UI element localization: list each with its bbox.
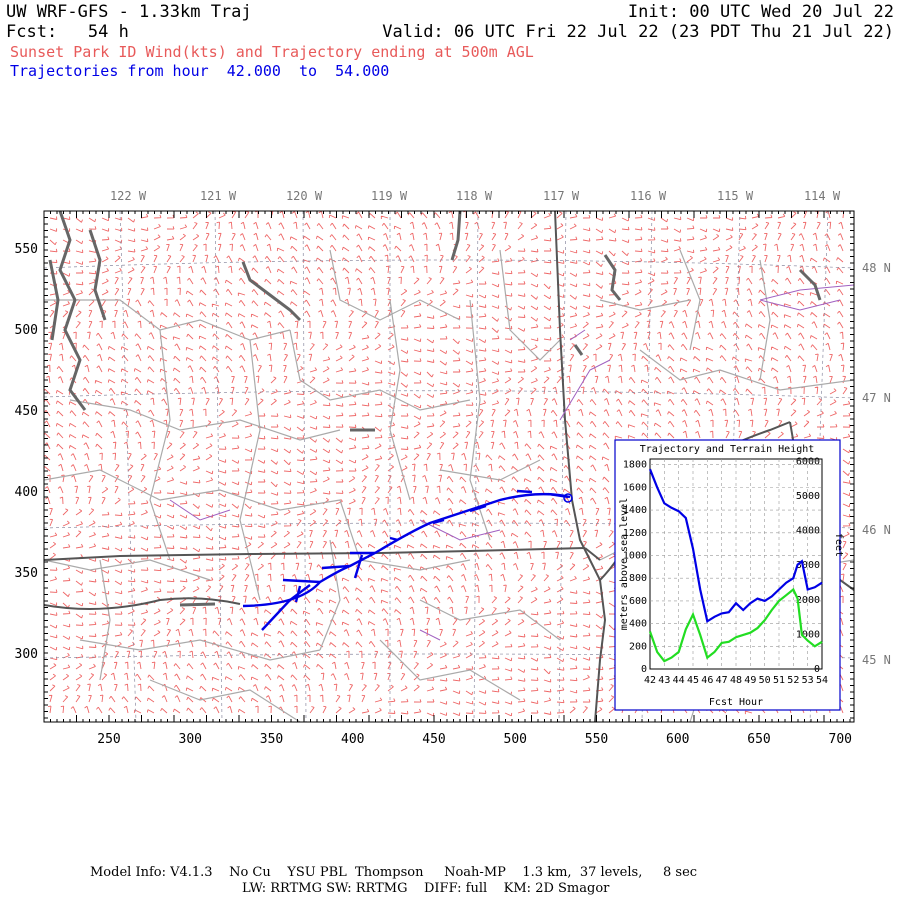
inset-right-tick: 1000	[796, 629, 820, 640]
inset-left-axis: 1800 1600 1400 1200 1000 800 600 400 200 0	[623, 460, 647, 675]
longitude-label: 115 W	[717, 189, 754, 203]
forecast-label: Fcst: 54 h	[6, 22, 129, 42]
inset-x-tick: 54	[816, 675, 828, 686]
inset-title: Trajectory and Terrain Height	[640, 444, 815, 455]
inset-x-tick: 51	[773, 675, 785, 686]
inset-x-tick: 52	[787, 675, 799, 686]
x-tick-label: 550	[585, 732, 608, 747]
traj-prefix: Trajectories from hour	[10, 62, 209, 80]
forecast-label-text: Fcst:	[6, 22, 58, 42]
latitude-label: 48 N	[862, 261, 891, 275]
init-time: Init: 00 UTC Wed 20 Jul 22	[627, 2, 894, 22]
inset-right-axis: 6000 5000 4000 3000 2000 1000 0	[796, 456, 820, 675]
inset-x-tick: 50	[759, 675, 771, 686]
y-tick-label: 400	[15, 485, 38, 500]
inset-left-tick: 400	[629, 619, 647, 630]
inset-left-tick: 1600	[623, 482, 647, 493]
inset-left-tick: 600	[629, 596, 647, 607]
inset-trajectory-line	[648, 468, 823, 624]
map-title: UW WRF-GFS - 1.33km Traj	[6, 2, 252, 22]
coastline-and-lakes	[48, 211, 822, 607]
inset-right-tick: 0	[814, 664, 820, 675]
inset-right-tick: 3000	[796, 560, 820, 571]
inset-x-axis: 42 43 44 45 46 47 48 49 50 51 52 53 54	[644, 675, 828, 686]
longitude-label: 120 W	[286, 189, 323, 203]
latitude-label: 46 N	[862, 523, 891, 537]
inset-x-tick: 48	[730, 675, 742, 686]
inset-ylabel-left: meters above sea level	[619, 498, 630, 630]
inset-x-tick: 47	[716, 675, 728, 686]
inset-grid	[650, 459, 822, 669]
inset-x-tick: 46	[701, 675, 713, 686]
latitude-label: 47 N	[862, 391, 891, 405]
inset-left-tick: 1200	[623, 528, 647, 539]
map-subtitle: Sunset Park ID Wind(kts) and Trajectory …	[10, 43, 534, 61]
y-tick-label: 550	[15, 242, 38, 257]
longitude-labels: 122 W 121 W 120 W 119 W 118 W 117 W 116 W 115 W…	[110, 189, 841, 203]
y-tick-label: 450	[15, 404, 38, 419]
inset-right-tick: 5000	[796, 491, 820, 502]
y-tick-label: 350	[15, 566, 38, 581]
x-tick-label: 300	[179, 732, 202, 747]
inset-right-tick: 2000	[796, 595, 820, 606]
traj-from: 42.000	[226, 62, 281, 80]
inset-left-tick: 1000	[623, 550, 647, 561]
inset-xlabel: Fcst Hour	[709, 697, 763, 708]
frame-ticks	[43, 210, 854, 722]
inset-left-tick: 1800	[623, 460, 647, 471]
longitude-label: 121 W	[200, 189, 237, 203]
inset-x-tick: 49	[744, 675, 756, 686]
model-info: Model Info: V4.1.3 No Cu YSU PBL Thompso…	[90, 865, 698, 880]
y-tick-label: 300	[15, 647, 38, 662]
traj-to: 54.000	[335, 62, 390, 80]
inset-terrain-line	[648, 587, 823, 663]
x-tick-labels: 250 300 350 400 450 500 550 600 650 700	[97, 732, 852, 747]
inset-x-tick: 43	[658, 675, 670, 686]
inset-x-tick: 44	[673, 675, 685, 686]
longitude-label: 118 W	[456, 189, 493, 203]
x-tick-label: 500	[504, 732, 527, 747]
x-tick-label: 600	[666, 732, 689, 747]
inset-left-tick: 800	[629, 573, 647, 584]
inset-left-tick: 200	[629, 641, 647, 652]
graticule	[44, 211, 854, 722]
model-physics: LW: RRTMG SW: RRTMG DIFF: full KM: 2D Sm…	[242, 881, 610, 896]
inset-x-tick: 45	[687, 675, 699, 686]
y-tick-labels: 550 500 450 400 350 300	[15, 242, 38, 662]
x-tick-label: 250	[97, 732, 120, 747]
latitude-labels: 48 N 47 N 46 N 45 N	[862, 261, 891, 667]
map-frame	[43, 210, 855, 723]
latitude-label: 45 N	[862, 653, 891, 667]
inset-right-tick: 4000	[796, 526, 820, 537]
inset-right-tick: 6000	[796, 456, 820, 467]
forecast-hours: 54 h	[87, 22, 129, 42]
longitude-label: 116 W	[630, 189, 667, 203]
x-tick-label: 650	[747, 732, 770, 747]
inset-series	[648, 468, 823, 663]
inset-frame	[614, 439, 841, 711]
x-tick-label: 700	[829, 732, 852, 747]
valid-time: Valid: 06 UTC Fri 22 Jul 22 (23 PDT Thu …	[382, 22, 894, 42]
inset-ylabel-right: feet	[833, 533, 844, 557]
inset-left-tick: 0	[641, 664, 647, 675]
inset-chart: Trajectory and Terrain Height 1800 1600 14…	[614, 439, 844, 711]
x-tick-label: 350	[260, 732, 283, 747]
inset-x-tick: 42	[644, 675, 656, 686]
longitude-label: 119 W	[371, 189, 408, 203]
inset-left-tick: 1400	[623, 505, 647, 516]
traj-to-word: to	[299, 62, 318, 80]
longitude-label: 117 W	[543, 189, 580, 203]
y-tick-label: 500	[15, 323, 38, 338]
trajectory-hours: Trajectories from hour 42.000 to 54.000	[10, 62, 389, 80]
x-tick-label: 400	[341, 732, 364, 747]
x-tick-label: 450	[422, 732, 445, 747]
inset-x-tick: 53	[802, 675, 814, 686]
trajectory-path	[242, 489, 573, 631]
longitude-label: 122 W	[110, 189, 147, 203]
longitude-label: 114 W	[804, 189, 841, 203]
